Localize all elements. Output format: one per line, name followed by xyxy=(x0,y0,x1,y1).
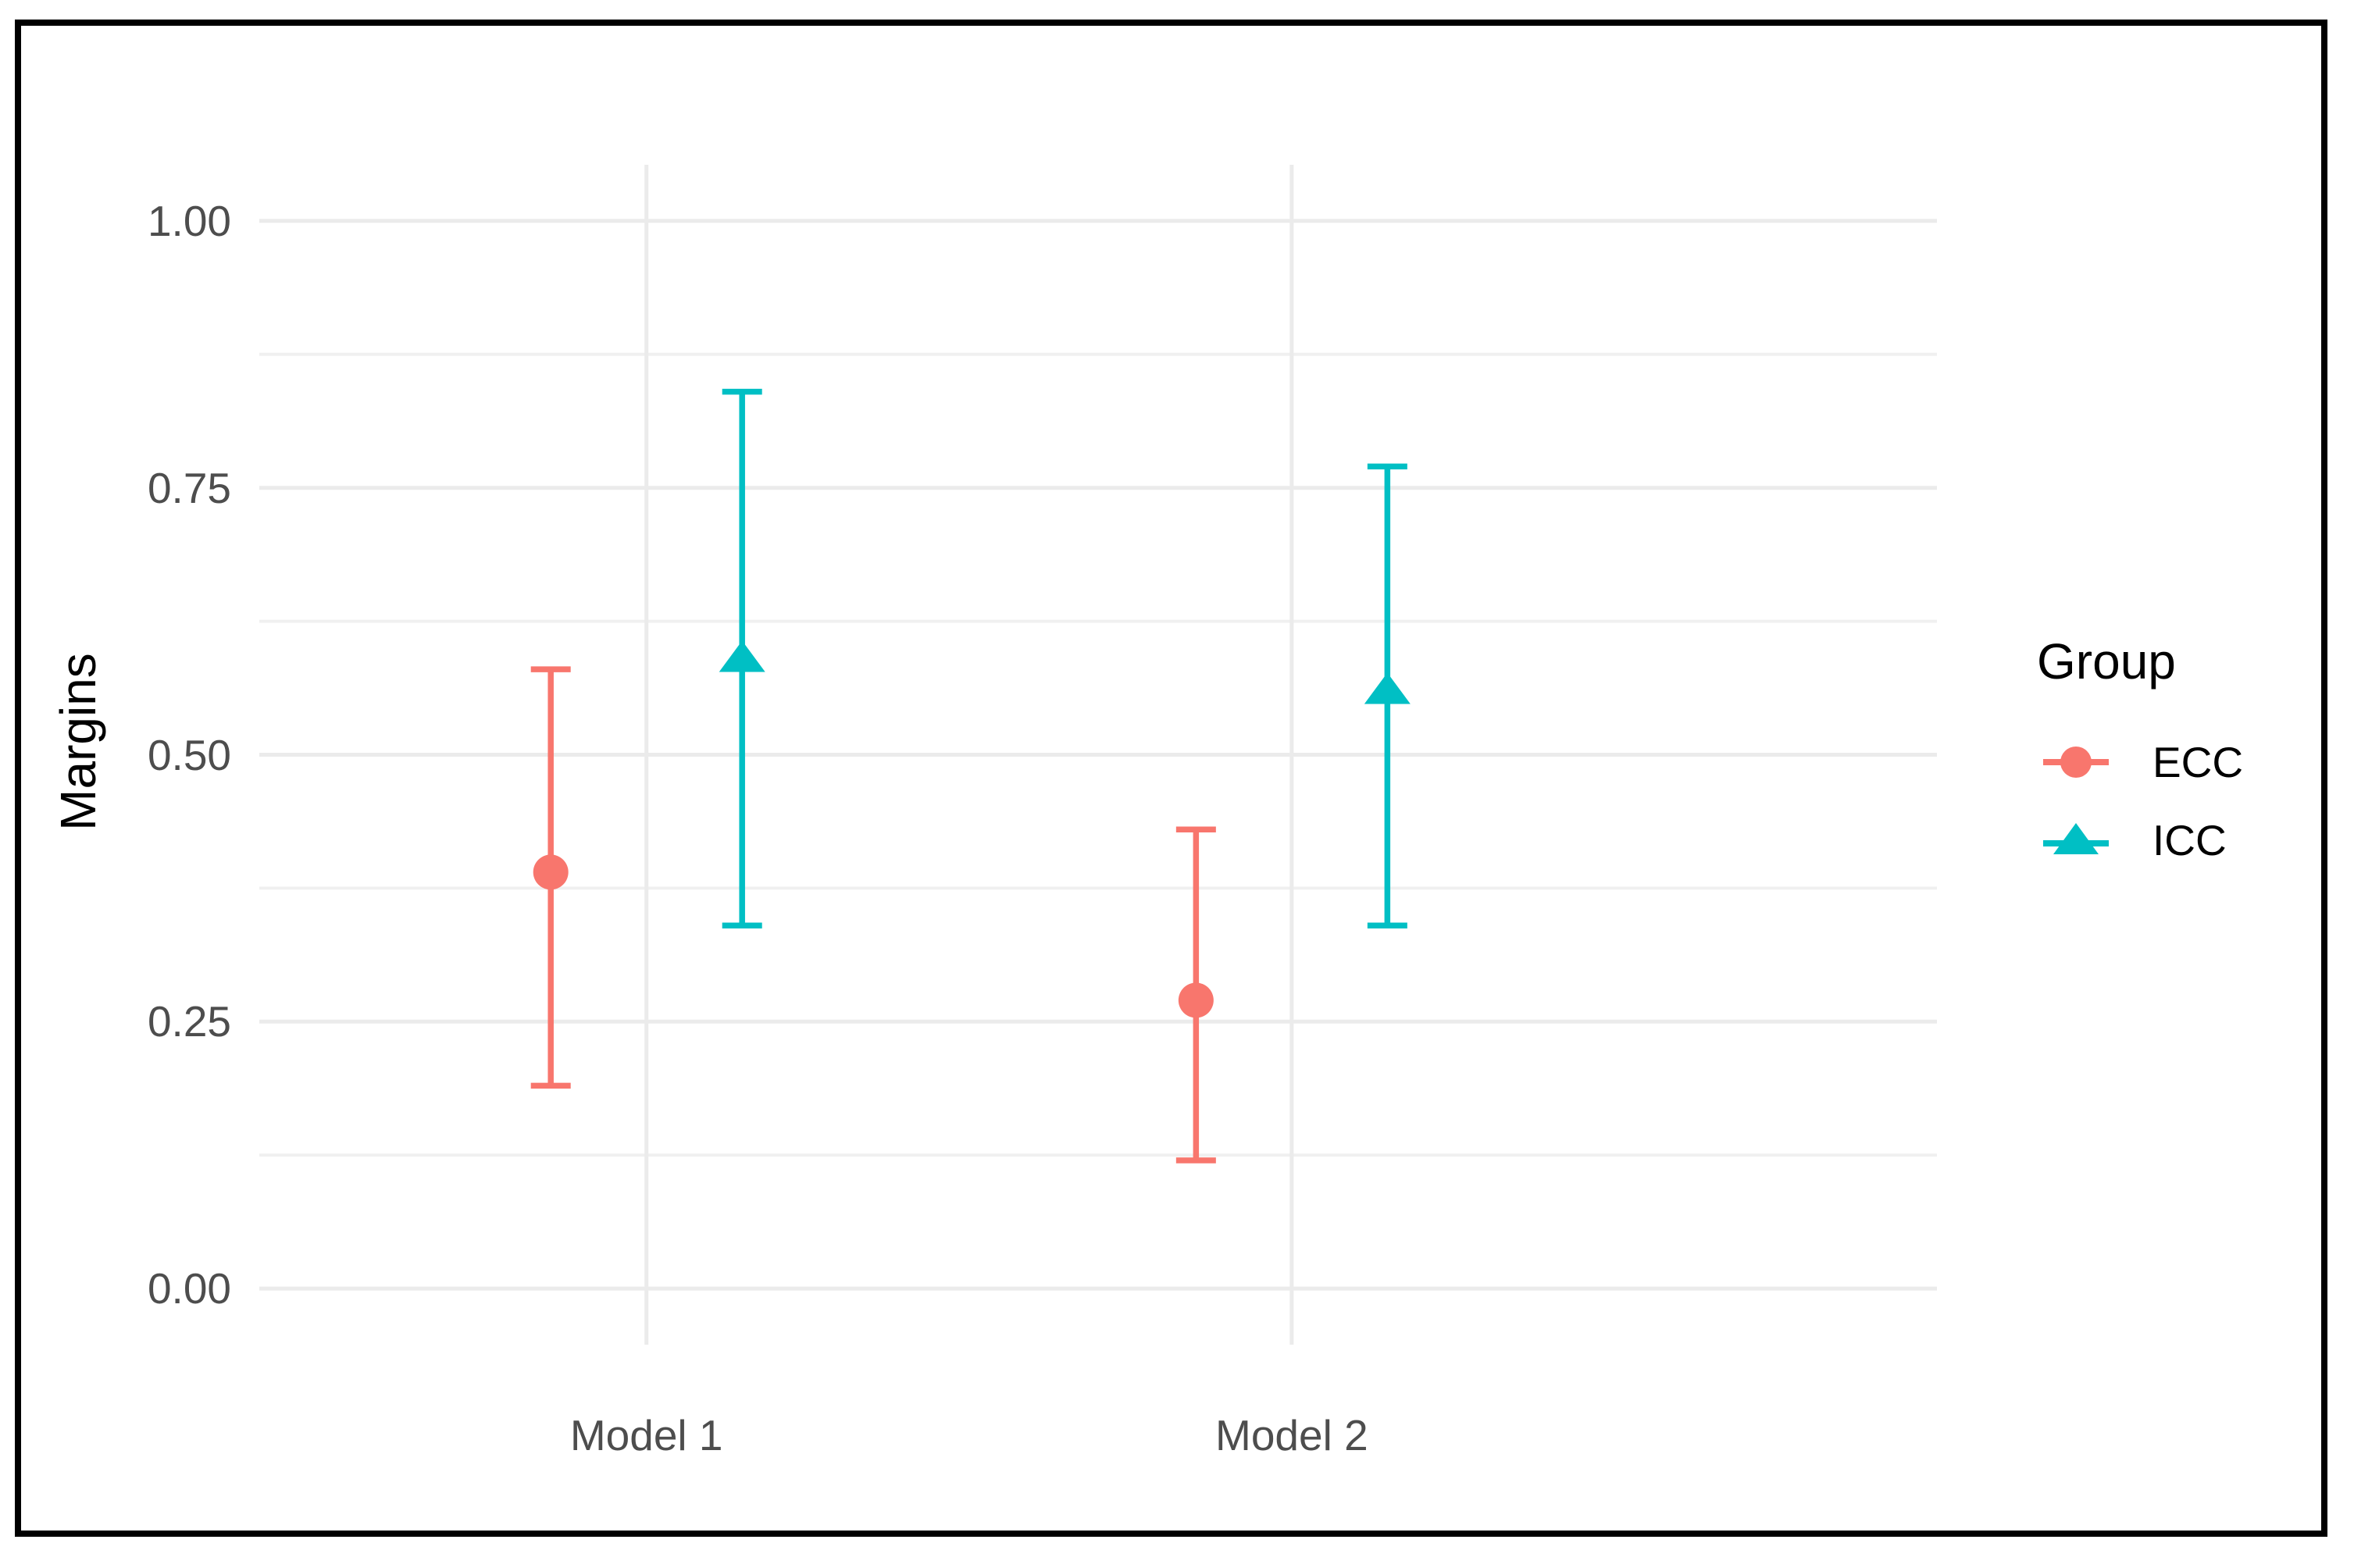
legend-item-icc: ICC xyxy=(2037,809,2334,871)
figure-border xyxy=(15,20,2327,1537)
point-marker-icc-model-2 xyxy=(1364,672,1411,704)
y-tick-label: 0.75 xyxy=(147,463,231,512)
y-tick-label: 1.00 xyxy=(147,196,231,245)
legend-label-icc: ICC xyxy=(2152,816,2227,864)
legend-title: Group xyxy=(2037,633,2176,690)
point-marker-icc-model-1 xyxy=(719,640,765,672)
y-tick-label: 0.50 xyxy=(147,730,231,779)
legend-item-ecc: ECC xyxy=(2037,731,2334,793)
ecc-pointrange-key-icon xyxy=(2043,747,2109,778)
x-tick-label: Model 2 xyxy=(1215,1411,1368,1459)
legend: Group ECC ICC xyxy=(2037,633,2334,887)
y-tick-label: 0.25 xyxy=(147,997,231,1046)
y-tick-label: 0.00 xyxy=(147,1264,231,1313)
x-tick-label: Model 1 xyxy=(569,1411,723,1459)
point-marker-ecc-model-1 xyxy=(533,854,569,890)
icc-pointrange-key-icon xyxy=(2043,823,2109,854)
legend-label-ecc: ECC xyxy=(2152,738,2244,786)
point-marker-ecc-model-2 xyxy=(1178,982,1214,1018)
